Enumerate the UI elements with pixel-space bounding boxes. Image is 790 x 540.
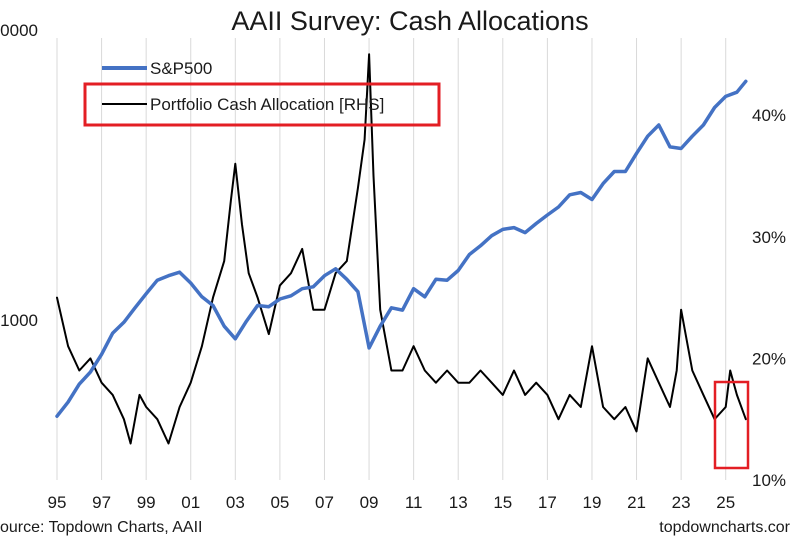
recent-highlight-box — [713, 380, 750, 470]
chart-title: AAII Survey: Cash Allocations — [231, 6, 588, 36]
legend-label-sp500: S&P500 — [150, 59, 212, 78]
x-tick-label: 17 — [538, 493, 557, 512]
legend: S&P500 Portfolio Cash Allocation [RHS] — [83, 59, 441, 127]
x-tick-label: 19 — [583, 493, 602, 512]
x-tick-label: 11 — [405, 493, 423, 512]
x-tick-label: 97 — [92, 493, 111, 512]
series-lines — [55, 53, 748, 445]
x-axis-tick-labels: 95 97 99 01 03 05 07 09 11 13 15 17 19 21 23 25 — [48, 493, 736, 512]
x-tick-label: 15 — [493, 493, 512, 512]
x-tick-label: 21 — [627, 493, 646, 512]
source-note: ource: Topdown Charts, AAII — [0, 519, 202, 536]
legend-highlight-box — [83, 82, 441, 127]
x-tick-label: 05 — [270, 493, 289, 512]
vertical-gridlines — [56, 38, 727, 480]
x-tick-label: 25 — [716, 493, 735, 512]
right-axis-tick-labels: 40% 30% 20% 10% — [752, 106, 786, 490]
left-tick-label: 1000 — [0, 311, 38, 330]
left-tick-label: 10000 — [0, 21, 38, 40]
watermark: topdowncharts.cor — [659, 519, 790, 536]
x-tick-label: 95 — [48, 493, 67, 512]
right-tick-label: 30% — [752, 228, 786, 247]
right-tick-label: 40% — [752, 106, 786, 125]
x-tick-label: 13 — [449, 493, 468, 512]
x-tick-label: 99 — [137, 493, 156, 512]
series-line-cash-allocation — [56, 53, 747, 445]
x-tick-label: 07 — [315, 493, 334, 512]
x-tick-label: 23 — [672, 493, 691, 512]
series-line-sp500 — [55, 79, 748, 418]
legend-label-cash: Portfolio Cash Allocation [RHS] — [150, 95, 384, 114]
right-tick-label: 20% — [752, 349, 786, 368]
right-tick-label: 10% — [752, 471, 786, 490]
x-tick-label: 01 — [181, 493, 200, 512]
x-tick-label: 09 — [360, 493, 379, 512]
left-axis-tick-labels: 10000 1000 — [0, 21, 38, 330]
x-tick-label: 03 — [226, 493, 245, 512]
